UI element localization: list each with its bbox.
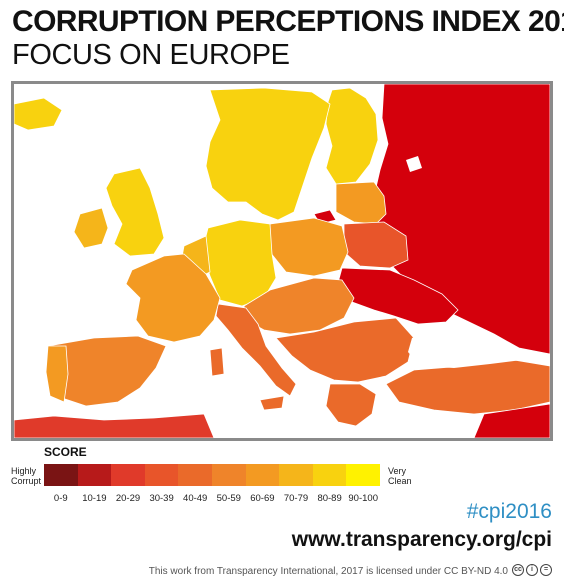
legend-tick-label: 80-89 (317, 493, 342, 504)
legend-high-line-2: Clean (388, 476, 412, 486)
region-iceland (14, 97, 63, 131)
region-italy (215, 303, 297, 397)
legend-tick-label: 70-79 (283, 493, 309, 504)
region-russia-southeast (473, 403, 550, 438)
region-balkans (275, 317, 415, 383)
region-ireland (73, 207, 109, 249)
region-sicily (259, 395, 285, 411)
legend-swatch (44, 464, 78, 486)
legend-swatch (312, 464, 347, 486)
legend-swatch (279, 464, 313, 486)
legend-swatch (178, 464, 212, 486)
legend-swatch (144, 464, 179, 486)
region-scandinavia (205, 87, 331, 221)
legend-low-line-1: Highly (11, 466, 37, 476)
legend-swatch (245, 464, 280, 486)
legend-tick-label: 10-19 (82, 493, 107, 504)
legend-swatch (77, 464, 112, 486)
europe-map-canvas (14, 84, 550, 438)
legend-high-label: Very Clean (388, 466, 412, 486)
legend-tick-label: 60-69 (250, 493, 275, 504)
region-baltics (335, 181, 387, 225)
map-title: CORRUPTION PERCEPTIONS INDEX 2016 (12, 5, 564, 38)
nd-icon: = (540, 564, 552, 576)
legend-tick-label: 0-9 (53, 493, 68, 504)
map-subtitle: FOCUS ON EUROPE (12, 39, 290, 71)
black-sea (408, 328, 522, 368)
legend-swatch (211, 464, 246, 486)
website-link[interactable]: www.transparency.org/cpi (291, 528, 552, 551)
region-finland (325, 87, 379, 185)
legend-tick-label: 90-100 (348, 493, 378, 504)
legend-low-label: Highly Corrupt (11, 466, 41, 486)
region-greece (325, 383, 377, 427)
region-sardinia (209, 347, 225, 377)
region-france (125, 253, 221, 343)
legend-color-bar (44, 464, 380, 486)
cc-icon: cc (512, 564, 524, 576)
region-portugal (45, 345, 69, 403)
legend-title: SCORE (44, 445, 87, 459)
legend-tick-label: 20-29 (115, 493, 141, 504)
legend-tick-label: 40-49 (183, 493, 208, 504)
region-north-africa (14, 413, 215, 438)
legend-tick-labels: 0-9 10-19 20-29 30-39 40-49 50-59 60-69 70-79 80… (44, 493, 380, 507)
hashtag-link[interactable]: #cpi2016 (466, 500, 552, 523)
by-icon: i (526, 564, 538, 576)
legend-swatch (111, 464, 145, 486)
cc-license-icons[interactable]: cc i = (512, 564, 552, 576)
legend-swatch (346, 464, 380, 486)
lake-ladoga (406, 156, 422, 172)
region-uk (105, 167, 165, 257)
legend-low-line-2: Corrupt (11, 476, 42, 486)
legend-tick-label: 50-59 (216, 493, 241, 504)
legend-tick-label: 30-39 (149, 493, 174, 504)
license-text: This work from Transparency Internationa… (148, 566, 508, 577)
europe-map (11, 81, 553, 441)
legend-high-line-1: Very (388, 466, 407, 476)
region-poland (269, 217, 349, 277)
